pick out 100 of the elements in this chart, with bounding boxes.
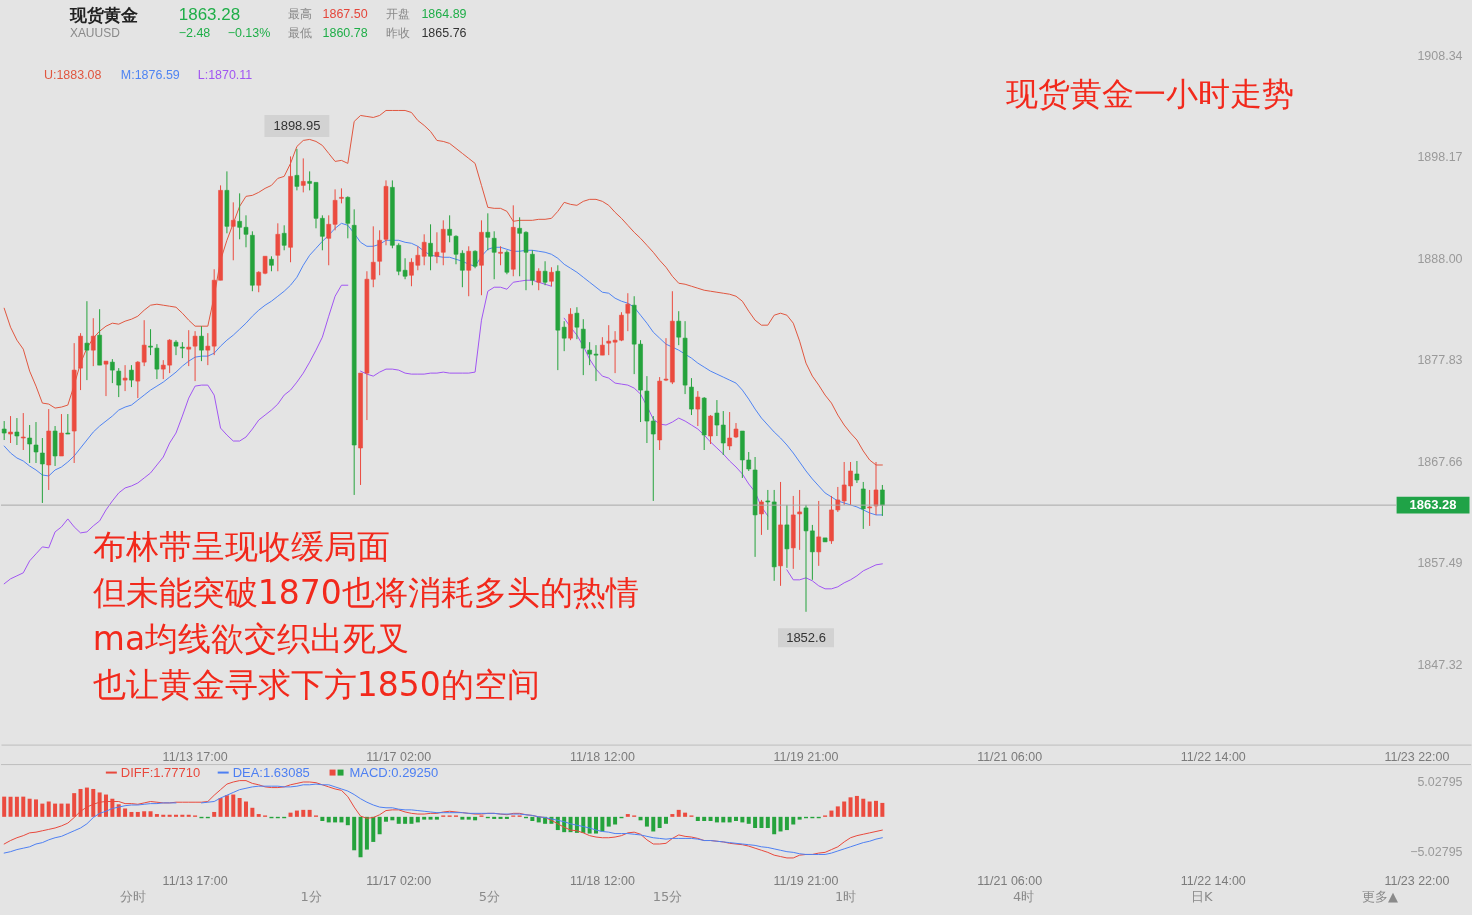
annotation: 1860.78: [322, 25, 368, 40]
annotation: 布林带呈现收缓局面: [92, 526, 390, 566]
bar: [377, 816, 382, 835]
bar: [231, 794, 236, 817]
candlestick: [542, 260, 548, 286]
bar: [8, 796, 13, 817]
legend-label: MACD:0.29250: [349, 764, 439, 780]
bar: [21, 796, 26, 817]
candlestick: [1, 420, 7, 441]
bar: [797, 816, 802, 820]
bar: [842, 801, 847, 817]
candlestick: [708, 414, 713, 445]
bar: [65, 803, 70, 817]
ref-line-label: 1863.28: [1409, 497, 1457, 513]
bar: [339, 816, 344, 823]
bar: [791, 816, 796, 825]
candlestick: [275, 222, 281, 272]
bar: [880, 802, 885, 817]
candlestick: [129, 364, 134, 388]
annotation: 最高: [287, 6, 312, 21]
bar: [753, 816, 758, 828]
bar: [320, 816, 325, 822]
candlestick: [135, 360, 141, 399]
candlestick: [281, 224, 287, 251]
bar: [530, 816, 535, 822]
bar: [27, 798, 32, 817]
bar: [625, 814, 630, 817]
bar: [676, 809, 681, 817]
annotation: 1时: [834, 889, 857, 905]
bar: [778, 816, 783, 832]
bar: [651, 816, 656, 832]
bar: [587, 816, 592, 834]
bar: [91, 788, 96, 817]
x-tick-label: 11/19 21:00: [773, 750, 839, 765]
x-tick-label: 11/23 22:00: [1384, 873, 1450, 888]
bar: [854, 795, 859, 817]
bar: [46, 801, 51, 817]
bar: [829, 810, 834, 817]
annotation: 最低: [287, 25, 312, 40]
bar: [294, 810, 299, 817]
bar: [301, 809, 306, 817]
bar: [657, 816, 662, 828]
text: U:1883.08: [43, 67, 102, 82]
x-tick-label: 11/17 02:00: [366, 750, 432, 765]
y-tick-label: 1857.49: [1417, 556, 1463, 571]
annotation: 1898.95: [273, 117, 321, 133]
annotation: 但未能突破1870也将消耗多头的热情: [92, 572, 639, 612]
candlestick: [816, 500, 822, 567]
x-tick-label: 11/21 06:00: [977, 873, 1043, 888]
bar: [244, 801, 248, 817]
candlestick: [90, 317, 96, 367]
x-tick-label: 11/18 12:00: [569, 750, 635, 765]
candlestick: [689, 377, 694, 416]
candlestick: [122, 364, 128, 392]
candlestick: [466, 245, 472, 297]
annotation: ma均线欲交织出死叉: [92, 618, 410, 658]
bar: [212, 811, 217, 817]
bar: [148, 811, 153, 817]
bar: [644, 816, 649, 827]
bar: [422, 816, 427, 820]
bar: [498, 816, 503, 819]
bar: [250, 807, 255, 817]
annotation: −2.48: [178, 25, 211, 40]
bar: [352, 816, 357, 851]
bar: [129, 811, 134, 817]
bar: [237, 798, 242, 817]
bar: [345, 816, 350, 826]
bar: [396, 816, 401, 824]
candlestick: [574, 306, 580, 340]
candlestick: [854, 460, 860, 484]
bar: [78, 788, 83, 817]
bar: [740, 816, 745, 823]
candlestick: [103, 360, 109, 397]
bar: [664, 816, 668, 824]
candlestick: [504, 249, 510, 275]
candlestick: [8, 415, 13, 444]
line-series: [3, 222, 883, 516]
bar: [59, 803, 64, 817]
y-tick-label: 1908.34: [1417, 48, 1463, 63]
candlestick: [625, 292, 631, 332]
bar: [224, 795, 229, 817]
y-tick-label: 1847.32: [1417, 658, 1463, 673]
bar: [288, 812, 293, 817]
x-tick-label: 11/13 17:00: [162, 873, 228, 888]
bar: [702, 816, 707, 822]
annotation: 分时: [120, 889, 147, 905]
bar: [466, 816, 471, 820]
bar: [307, 809, 312, 817]
annotation: −0.13%: [227, 25, 271, 40]
bar: [40, 803, 45, 817]
bar: [364, 816, 369, 850]
annotation: 1865.76: [421, 25, 467, 40]
bar: [14, 796, 19, 817]
text: M:1876.59: [120, 67, 180, 82]
candlestick: [695, 390, 701, 427]
bar: [784, 816, 789, 831]
bar: [384, 816, 388, 822]
y-tick-label: −5.02795: [1410, 845, 1463, 860]
bar: [721, 816, 726, 823]
bar: [84, 787, 89, 817]
